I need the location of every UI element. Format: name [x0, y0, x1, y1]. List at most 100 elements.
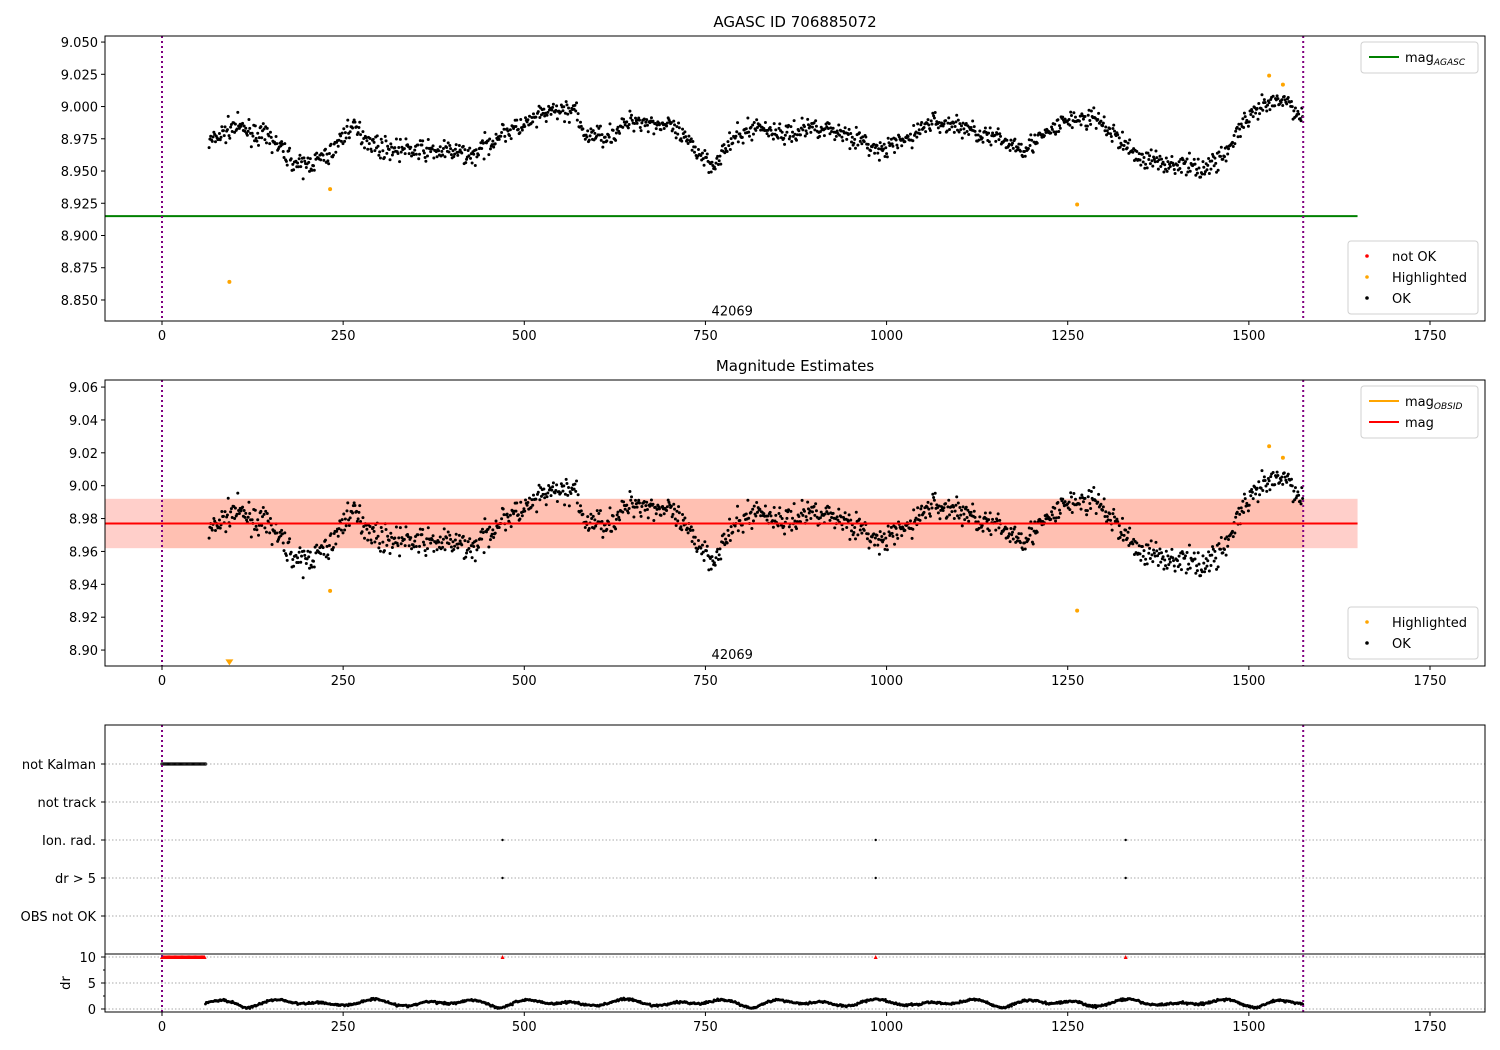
ok-point — [1078, 496, 1082, 500]
ok-point — [960, 524, 964, 528]
ok-point — [265, 512, 269, 516]
ok-point — [550, 488, 554, 492]
ok-point — [391, 542, 395, 546]
ok-point — [846, 519, 850, 523]
ok-point — [689, 528, 693, 532]
ok-point — [1273, 483, 1277, 487]
ok-point — [674, 136, 678, 140]
ok-point — [777, 126, 781, 130]
ok-point — [1155, 549, 1159, 553]
ok-point — [1156, 564, 1160, 568]
ok-point — [402, 537, 406, 541]
ok-point — [1188, 566, 1192, 570]
ok-point — [287, 540, 291, 544]
ok-point — [370, 541, 374, 545]
ok-point — [877, 552, 881, 556]
ok-point — [1201, 554, 1205, 558]
ok-point — [845, 137, 849, 141]
ok-point — [1054, 132, 1058, 136]
ok-point — [912, 124, 916, 128]
ok-point — [310, 565, 314, 569]
ok-point — [275, 531, 279, 535]
ok-point — [563, 492, 567, 496]
ok-point — [779, 514, 783, 518]
ok-point — [1088, 118, 1092, 122]
ok-point — [1127, 543, 1131, 547]
ok-point — [207, 146, 211, 150]
ok-point — [814, 124, 818, 128]
ok-point — [850, 529, 854, 533]
ok-point — [938, 130, 942, 134]
ok-point — [1203, 172, 1207, 176]
ok-point — [506, 515, 510, 519]
ok-point — [493, 531, 497, 535]
legend-box — [1360, 385, 1479, 439]
ok-point — [1168, 560, 1172, 564]
legend-label: mag — [1405, 416, 1434, 431]
ok-point — [207, 536, 211, 540]
ok-point — [345, 124, 349, 128]
ok-point — [1069, 491, 1073, 495]
ok-point — [523, 509, 527, 513]
ok-point — [219, 135, 223, 139]
ok-point — [366, 147, 370, 151]
ok-point — [573, 103, 577, 107]
ok-point — [1187, 166, 1191, 170]
ok-point — [828, 518, 832, 522]
ok-point — [595, 124, 599, 128]
ok-point — [1159, 165, 1163, 169]
ok-point — [1070, 126, 1074, 130]
ok-point — [903, 528, 907, 532]
ok-point — [965, 129, 969, 133]
ok-point — [928, 514, 932, 518]
ok-point — [1249, 494, 1253, 498]
ok-point — [1024, 536, 1028, 540]
ok-point — [487, 153, 491, 157]
ok-point — [896, 146, 900, 150]
ok-point — [298, 546, 302, 550]
ok-point — [1023, 547, 1027, 551]
ok-point — [1069, 110, 1073, 114]
y-tick-label: 9.025 — [61, 68, 98, 83]
ok-point — [481, 530, 485, 534]
ok-point — [618, 518, 622, 522]
ok-point — [342, 512, 346, 516]
highlighted-point — [1075, 202, 1080, 207]
ok-point — [1290, 484, 1294, 488]
ok-point — [910, 146, 914, 150]
ok-point — [1187, 562, 1191, 566]
ok-point — [638, 510, 642, 514]
not-kalman-point — [172, 762, 176, 766]
ok-point — [1068, 123, 1072, 127]
ok-point — [409, 536, 413, 540]
ok-point — [617, 515, 621, 519]
ok-point — [312, 164, 316, 168]
ok-point — [362, 524, 366, 528]
ok-point — [964, 505, 968, 509]
ok-point — [538, 116, 542, 120]
ok-point — [679, 137, 683, 141]
ok-point — [1206, 559, 1210, 563]
ok-point — [1056, 118, 1060, 122]
ok-point — [1148, 162, 1152, 166]
ok-point — [988, 126, 992, 130]
ok-point — [1139, 163, 1143, 167]
ok-point — [823, 512, 827, 516]
ok-point — [567, 120, 571, 124]
ok-point — [339, 139, 343, 143]
x-tick-label: 1500 — [1232, 329, 1265, 344]
ok-point — [1199, 175, 1203, 179]
ok-point — [519, 500, 523, 504]
ok-point — [1052, 130, 1056, 134]
ok-point — [348, 130, 352, 134]
ok-point — [628, 109, 632, 113]
ok-point — [623, 123, 627, 127]
dr-point — [1301, 1002, 1305, 1006]
ok-point — [460, 543, 464, 547]
ok-point — [978, 515, 982, 519]
ok-point — [343, 517, 347, 521]
ok-point — [974, 133, 978, 137]
ok-point — [397, 536, 401, 540]
ok-point — [378, 156, 382, 160]
